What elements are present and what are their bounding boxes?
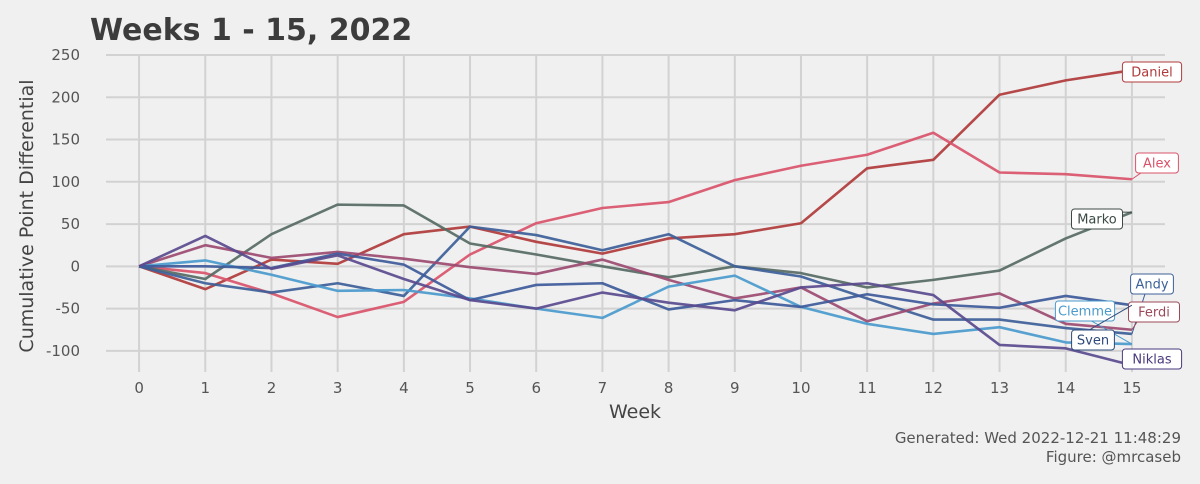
- series-label-daniel: Daniel: [1131, 66, 1172, 81]
- y-tick-label: 250: [51, 46, 80, 64]
- series-label-andy: Andy: [1135, 278, 1168, 293]
- label-box-andy: [1130, 273, 1174, 295]
- series-lines: [138, 68, 1133, 367]
- series-label-sven: Sven: [1077, 334, 1109, 349]
- x-tick-label: 9: [730, 379, 740, 397]
- x-tick-label: 4: [399, 379, 409, 397]
- label-box-sven: [1071, 329, 1115, 351]
- x-axis-label: Week: [609, 401, 661, 423]
- x-tick-label: 6: [531, 379, 541, 397]
- series-label-clemme: Clemme: [1058, 305, 1112, 320]
- chart-title: Weeks 1 - 15, 2022: [90, 13, 412, 48]
- y-axis-label: Cumulative Point Differential: [16, 79, 38, 352]
- y-tick-label: 50: [61, 215, 80, 233]
- generated-timestamp: Generated: Wed 2022-12-21 11:48:29: [895, 429, 1181, 447]
- series-line-andy: [138, 225, 1133, 336]
- series-end-labels: Daniel Alex Marko Andy Ferdi Clemme Sven Niklas: [1054, 61, 1183, 370]
- y-tick-label: 100: [51, 173, 80, 191]
- series-label-niklas: Niklas: [1132, 353, 1171, 368]
- x-tick-label: 7: [598, 379, 608, 397]
- x-tick-labels: 0 1 2 3 4 5 6 7 8 9 10 11 12 13 14 15: [134, 379, 1141, 397]
- x-tick-label: 8: [664, 379, 674, 397]
- x-tick-label: 12: [924, 379, 943, 397]
- x-tick-label: 14: [1056, 379, 1075, 397]
- label-box-ferdi: [1128, 301, 1180, 323]
- x-tick-label: 2: [267, 379, 277, 397]
- y-tick-label: -50: [56, 300, 81, 318]
- series-line-niklas: [138, 234, 1133, 367]
- x-tick-label: 11: [858, 379, 877, 397]
- x-tick-label: 10: [791, 379, 810, 397]
- x-tick-label: 0: [134, 379, 144, 397]
- x-tick-label: 15: [1122, 379, 1141, 397]
- x-tick-label: 3: [333, 379, 343, 397]
- series-line-marko: [138, 203, 1133, 289]
- label-box-niklas: [1121, 348, 1183, 370]
- series-line-ferdi: [138, 243, 1133, 332]
- x-tick-label: 1: [201, 379, 211, 397]
- series-label-marko: Marko: [1077, 213, 1117, 228]
- x-tick-label: 13: [990, 379, 1009, 397]
- series-label-ferdi: Ferdi: [1138, 306, 1170, 321]
- series-label-alex: Alex: [1143, 157, 1171, 172]
- y-tick-label: 150: [51, 131, 80, 149]
- label-box-daniel: [1121, 61, 1183, 83]
- grid: [106, 54, 1165, 372]
- y-tick-labels: -100 -50 0 50 100 150 200 250: [46, 46, 80, 360]
- series-line-clemme: [138, 259, 1132, 346]
- x-tick-label: 5: [465, 379, 475, 397]
- label-box-clemme: [1054, 300, 1116, 322]
- label-box-alex: [1135, 152, 1179, 174]
- label-box-marko: [1071, 208, 1123, 230]
- y-tick-label: -100: [46, 342, 80, 360]
- series-line-alex: [138, 131, 1133, 319]
- figure-credit: Figure: @mrcaseb: [1046, 448, 1181, 466]
- y-tick-label: 0: [70, 257, 80, 275]
- y-tick-label: 200: [51, 88, 80, 106]
